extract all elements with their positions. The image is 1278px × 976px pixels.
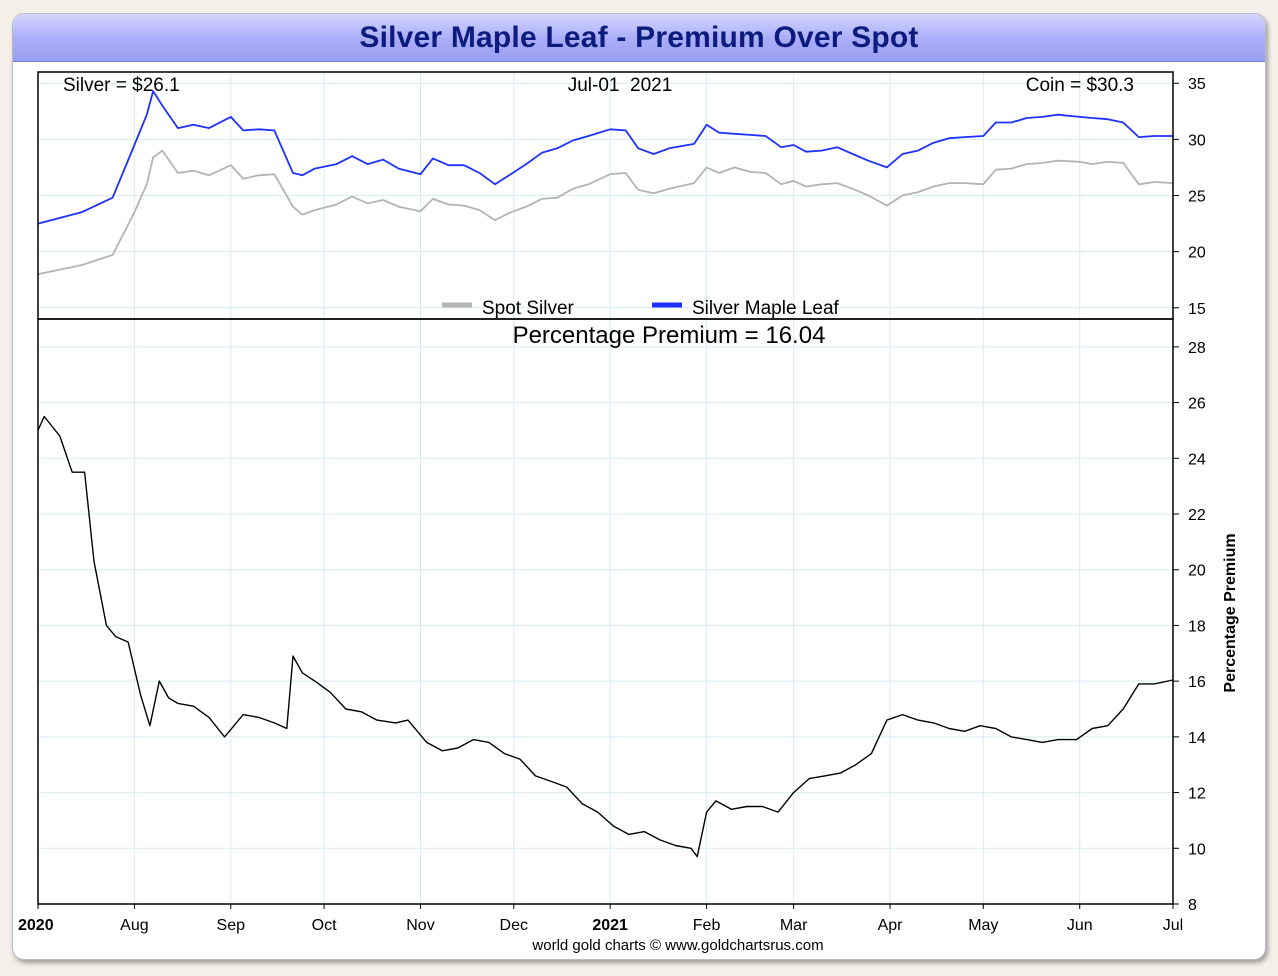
chart-title: Silver Maple Leaf - Premium Over Spot: [359, 20, 919, 54]
premium-line: [37, 415, 1174, 858]
x-tick-label: 2021: [592, 917, 628, 934]
bottom-y-tick-label: 28: [1188, 340, 1206, 357]
bottom-plot-border: [37, 318, 1174, 905]
axes-group: [37, 71, 1179, 909]
x-tick-label: Nov: [406, 917, 434, 934]
bottom-panel-grid: [38, 319, 1173, 905]
top-y-tick-label: 35: [1188, 76, 1206, 93]
legend: Spot Silver Silver Maple Leaf: [442, 298, 840, 319]
x-tick-label: May: [968, 917, 998, 934]
bottom-y-tick-label: 26: [1188, 396, 1206, 413]
x-tick-label: Oct: [312, 917, 337, 934]
bottom-y-tick-label: 10: [1188, 841, 1206, 858]
labels-group: Silver = $26.1 Jul-01 2021 Coin = $30.3 …: [18, 75, 1239, 954]
top-y-tick-label: 30: [1188, 132, 1206, 149]
legend-label: Silver Maple Leaf: [692, 298, 840, 319]
bottom-y-tick-label: 24: [1188, 451, 1206, 468]
x-tick-label: Dec: [500, 917, 528, 934]
premium-title: Percentage Premium = 16.04: [513, 322, 826, 349]
top-date-label: Jul-01 2021: [568, 75, 673, 96]
bottom-y-tick-label: 16: [1188, 674, 1206, 691]
x-tick-label: 2020: [18, 917, 54, 934]
bottom-y-tick-label: 20: [1188, 563, 1206, 580]
top-y-tick-label: 25: [1188, 189, 1206, 206]
bottom-y-tick-label: 8: [1188, 897, 1197, 914]
x-tick-label: Feb: [693, 917, 721, 934]
top-silver-label: Silver = $26.1: [63, 75, 180, 96]
x-tick-label: Jul: [1163, 917, 1183, 934]
top-y-tick-label: 20: [1188, 245, 1206, 262]
bottom-y-tick-label: 22: [1188, 507, 1206, 524]
x-tick-label: Mar: [780, 917, 808, 934]
bottom-y-tick-label: 14: [1188, 730, 1206, 747]
title-bar: Silver Maple Leaf - Premium Over Spot: [13, 14, 1265, 62]
chart-frame: Silver Maple Leaf - Premium Over Spot: [12, 13, 1266, 960]
x-tick-label: Jun: [1067, 917, 1093, 934]
top-y-tick-label: 15: [1188, 301, 1206, 318]
bottom-y-tick-label: 12: [1188, 786, 1206, 803]
bottom-y-tick-label: 18: [1188, 618, 1206, 635]
silver-maple-leaf-line: [37, 90, 1173, 225]
x-tick-label: Apr: [878, 917, 904, 934]
series-group: [37, 90, 1174, 858]
top-coin-label: Coin = $30.3: [1026, 75, 1134, 96]
x-tick-label: Aug: [120, 917, 148, 934]
spot-silver-line: [37, 149, 1174, 275]
legend-label: Spot Silver: [482, 298, 575, 319]
top-panel-grid: [38, 72, 1173, 319]
x-tick-label: Sep: [217, 917, 246, 934]
footer-credit: world gold charts © www.goldchartsrus.co…: [531, 937, 823, 954]
y-axis-label: Percentage Premium: [1222, 533, 1239, 692]
